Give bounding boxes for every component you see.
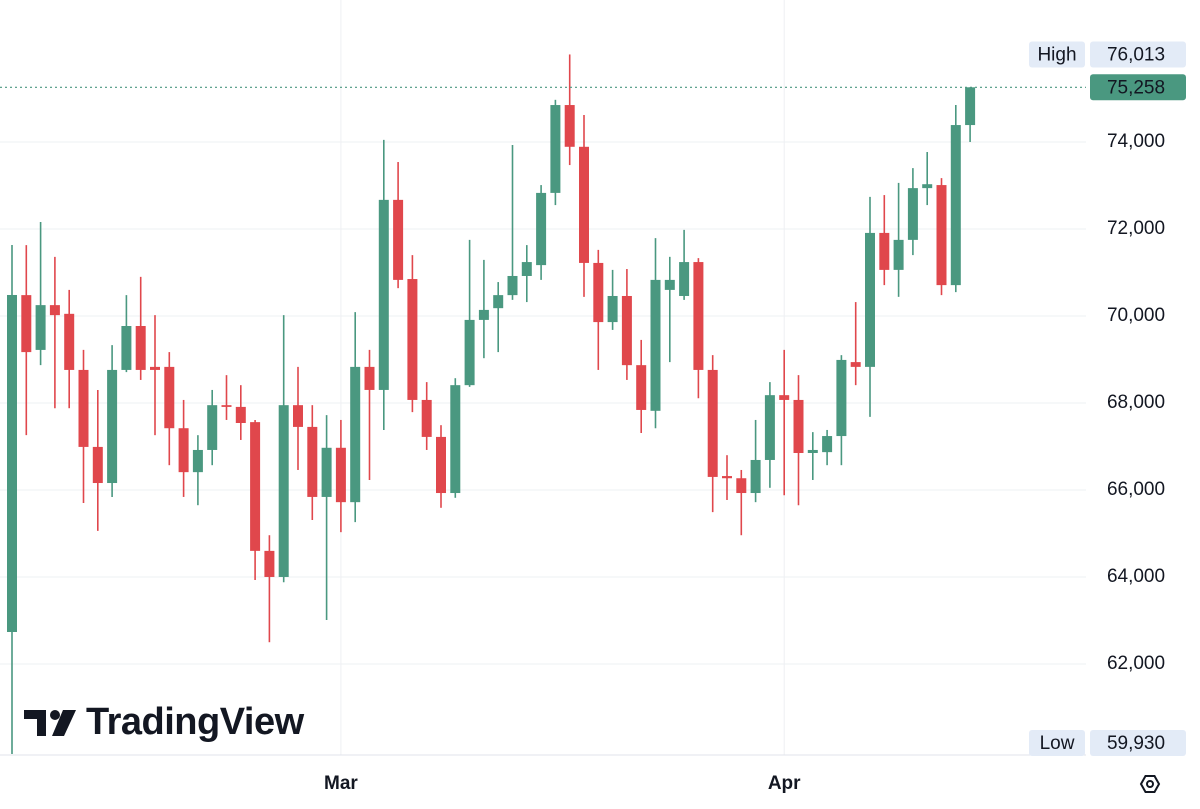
candle-body (579, 146, 589, 263)
candle-body (21, 295, 32, 353)
y-tick-label: 68,000 (1107, 392, 1165, 413)
brand-name: TradingView (86, 701, 305, 743)
candle-body (836, 359, 847, 437)
candle-body (750, 459, 761, 494)
candle-body (207, 405, 218, 450)
candle-body (650, 279, 661, 411)
candle-body (607, 295, 618, 323)
price-label-box (1090, 74, 1186, 101)
candle-body (293, 405, 303, 427)
x-tick-label: Apr (768, 773, 801, 794)
candle-body (335, 447, 346, 503)
marker-value: 59,930 (1107, 733, 1165, 754)
candle-body (407, 279, 418, 400)
candle-body (793, 399, 804, 454)
candle-body (664, 279, 675, 290)
candle-body (736, 478, 747, 494)
candle-body (235, 406, 246, 423)
candle-body (850, 362, 861, 367)
candle-body (693, 262, 704, 370)
candle-body (135, 326, 146, 370)
candle-body (521, 262, 532, 276)
candle-body (593, 262, 604, 323)
candle-body (178, 428, 189, 473)
candle-body (421, 399, 432, 437)
candle-body (121, 326, 132, 370)
y-tick-label: 66,000 (1107, 479, 1165, 500)
marker-box (1029, 41, 1085, 68)
candle-body (907, 188, 918, 240)
x-tick-label: Mar (324, 773, 358, 794)
candle-body (150, 366, 160, 370)
y-tick-label: 74,000 (1107, 131, 1165, 152)
y-tick-label: 72,000 (1107, 218, 1165, 239)
candle-body (436, 436, 446, 494)
plot: Mar Apr 62,000 64,000 66,000 68,000 70,000 72,0… (0, 0, 1186, 794)
candle-body (865, 232, 875, 367)
candle-body (679, 262, 690, 296)
settings-icon-shape[interactable] (1139, 775, 1161, 793)
candle-body (922, 184, 933, 189)
candle-body (49, 305, 60, 316)
candle-body (107, 369, 118, 484)
candle-body (707, 369, 718, 477)
candle-body (779, 395, 790, 400)
candle-body (621, 295, 632, 366)
candle-body (879, 232, 890, 270)
candle-body (393, 199, 404, 280)
marker-label: High (1037, 44, 1076, 65)
candle-body (936, 185, 947, 286)
candle-body (221, 405, 232, 407)
candle-body (78, 369, 89, 447)
candle-body (636, 365, 647, 410)
logo-icon (24, 710, 46, 736)
candle-body (278, 405, 289, 577)
candle-body (893, 239, 904, 270)
marker-box (1029, 730, 1085, 756)
candle-body (350, 366, 361, 503)
candle-body (7, 294, 17, 632)
settings-icon[interactable] (1139, 775, 1161, 793)
candle-body (536, 192, 547, 266)
logo-icon (52, 710, 76, 736)
y-tick-label: 64,000 (1107, 566, 1165, 587)
brand-logo: TradingView (24, 701, 305, 743)
candle-body (822, 436, 833, 453)
logo-icon (50, 710, 60, 720)
marker-box (1090, 41, 1186, 68)
candle-body (92, 446, 103, 484)
candle-body (164, 366, 175, 429)
candle-body (321, 447, 332, 497)
candle-body (250, 422, 261, 551)
candle-body (307, 426, 318, 497)
candle-body (64, 313, 75, 370)
y-tick-label: 62,000 (1107, 653, 1165, 674)
price-label: 75,258 (1107, 77, 1165, 98)
candle-body (378, 199, 389, 390)
candle-body (35, 305, 46, 350)
settings-icon-shape[interactable] (1146, 780, 1154, 788)
candle-body (478, 309, 489, 320)
candle-body (464, 319, 475, 386)
candle-body (564, 105, 575, 147)
candle-body (807, 449, 818, 454)
candle-body (450, 385, 461, 494)
candle-body (507, 275, 518, 296)
candle-body (965, 87, 976, 126)
marker-box (1090, 730, 1186, 756)
candle-body (192, 449, 203, 473)
candle-body (722, 476, 732, 479)
marker-value: 76,013 (1107, 44, 1165, 65)
candle-body (550, 105, 561, 193)
candle-body (950, 125, 961, 286)
candle-body (493, 295, 504, 309)
candle-body (364, 366, 375, 390)
candle-body (764, 395, 775, 460)
y-tick-label: 70,000 (1107, 305, 1165, 326)
marker-label: Low (1040, 733, 1075, 754)
candle-body (264, 550, 275, 577)
